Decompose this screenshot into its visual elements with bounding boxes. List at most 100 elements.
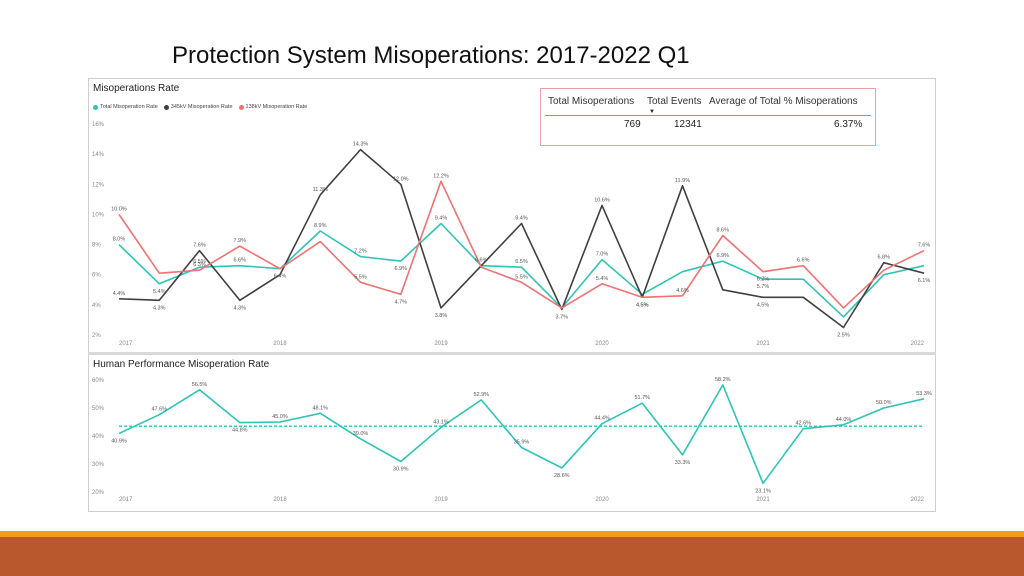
data-label: 7.0%: [596, 252, 609, 258]
y-tick-label: 40%: [92, 434, 105, 440]
data-label: 6.9%: [394, 266, 407, 272]
x-tick-label: 2019: [434, 341, 448, 347]
x-tick-label: 2021: [756, 341, 770, 347]
data-label: 6.6%: [475, 258, 488, 264]
chart1-legend: Total Misoperation Rate 345kV Misoperati…: [93, 104, 307, 110]
chart1-title: Misoperations Rate: [93, 83, 180, 94]
x-tick-label: 2018: [273, 497, 287, 503]
x-tick-label: 2020: [595, 341, 609, 347]
y-tick-label: 60%: [92, 378, 105, 384]
data-label: 7.9%: [233, 238, 246, 244]
data-label: 6.5%: [515, 259, 528, 265]
x-tick-label: 2017: [119, 341, 133, 347]
kpi-card[interactable]: Total Misoperations Total Events Average…: [540, 88, 876, 146]
data-label: 30.9%: [393, 466, 409, 472]
series-line: [118, 148, 925, 329]
data-label: 4.5%: [757, 302, 770, 308]
data-label: 7.2%: [354, 249, 367, 255]
kpi-header-underline: [545, 115, 871, 116]
footer-bar: [0, 537, 1024, 576]
data-label: 56.5%: [192, 382, 208, 388]
data-label: 3.7%: [555, 314, 568, 320]
series-line: [118, 384, 925, 485]
data-label: 11.3%: [313, 187, 328, 193]
data-label: 45.0%: [272, 414, 288, 420]
data-label: 14.3%: [353, 142, 369, 148]
data-label: 6.2%: [757, 277, 770, 283]
data-label: 8.9%: [314, 223, 327, 229]
series-line: [118, 180, 925, 309]
data-label: 5.7%: [757, 284, 770, 290]
data-label: 53.3%: [916, 391, 932, 397]
data-label: 5.5%: [354, 274, 367, 280]
data-label: 7.6%: [918, 243, 931, 249]
data-label: 44.4%: [594, 416, 610, 422]
data-label: 6.1%: [918, 278, 931, 284]
misoperations-rate-chart: 16% 14% 12% 10% 8% 6% 4% 2% 2017 2018 2019 2020 2021…: [92, 122, 931, 347]
data-label: 39.0%: [353, 431, 369, 437]
series-line: [118, 222, 925, 318]
data-label: 44.8%: [232, 428, 248, 434]
data-label: 4.3%: [153, 305, 166, 311]
data-label: 5.4%: [596, 276, 609, 282]
data-label: 8.6%: [716, 228, 729, 234]
data-label: 28.6%: [554, 473, 570, 479]
footer-accent-bar: [0, 531, 1024, 537]
kpi-value-total-events: 12341: [674, 119, 702, 130]
data-label: 4.5%: [636, 302, 649, 308]
data-label: 4.6%: [676, 288, 689, 294]
data-label: 5.5%: [515, 274, 528, 280]
y-tick-label: 6%: [92, 273, 101, 279]
kpi-header-total-misoperations[interactable]: Total Misoperations: [548, 96, 635, 107]
data-label: 33.3%: [675, 460, 691, 466]
human-performance-chart: 60% 50% 40% 30% 20% 2017 2018 2019 2020 2021 2022 4…: [92, 377, 932, 503]
sort-down-icon[interactable]: ▼: [649, 109, 655, 115]
data-label: 6.8%: [877, 255, 890, 261]
data-label: 4.3%: [233, 305, 246, 311]
data-label: 35.9%: [514, 439, 530, 445]
kpi-value-average-misoperations: 6.37%: [834, 119, 863, 130]
data-label: 6.6%: [233, 258, 246, 264]
legend-item-total[interactable]: Total Misoperation Rate: [93, 104, 158, 110]
data-label: 48.1%: [312, 405, 328, 411]
data-label: 5.4%: [153, 289, 166, 295]
data-label: 10.0%: [111, 206, 127, 212]
x-tick-label: 2017: [119, 497, 133, 503]
data-label: 4.5%: [636, 302, 649, 308]
data-label: 23.1%: [755, 488, 771, 494]
y-tick-label: 14%: [92, 152, 105, 158]
x-tick-label: 2021: [756, 497, 770, 503]
data-label: 52.9%: [473, 392, 489, 398]
legend-label: 345kV Misoperation Rate: [170, 104, 233, 110]
data-label: 6.9%: [716, 253, 729, 259]
legend-item-345kv[interactable]: 345kV Misoperation Rate: [163, 104, 233, 110]
y-tick-label: 16%: [92, 122, 105, 128]
data-label: 2.5%: [837, 332, 850, 338]
data-label: 44.0%: [836, 417, 852, 423]
legend-label: 138kV Misoperation Rate: [245, 104, 308, 110]
y-tick-label: 2%: [92, 333, 101, 339]
data-label: 51.7%: [634, 395, 650, 401]
panel-divider: [88, 352, 936, 355]
data-label: 3.8%: [435, 313, 448, 319]
kpi-header-total-events[interactable]: Total Events: [647, 96, 702, 107]
data-label: 58.2%: [715, 377, 731, 383]
chart2-title: Human Performance Misoperation Rate: [93, 359, 270, 370]
x-tick-label: 2019: [434, 497, 448, 503]
data-label: 43.1%: [433, 419, 449, 425]
data-label: 9.4%: [515, 215, 528, 221]
y-tick-label: 20%: [92, 490, 105, 496]
data-label: 6.4%: [274, 274, 287, 280]
slide-title: Protection System Misoperations: 2017-20…: [172, 42, 690, 69]
data-label: 4.4%: [113, 291, 126, 297]
kpi-header-average-misoperations[interactable]: Average of Total % Misoperations: [709, 96, 858, 107]
data-label: 50.0%: [876, 400, 892, 406]
legend-item-138kv[interactable]: 138kV Misoperation Rate: [238, 104, 308, 110]
data-label: 11.9%: [675, 178, 690, 184]
legend-dot-icon: [163, 104, 169, 110]
data-label: 40.9%: [111, 438, 127, 444]
data-label: 47.6%: [151, 407, 167, 413]
data-label: 4.7%: [394, 299, 407, 305]
data-label: 8.0%: [113, 237, 126, 243]
data-label: 12.0%: [393, 176, 409, 182]
